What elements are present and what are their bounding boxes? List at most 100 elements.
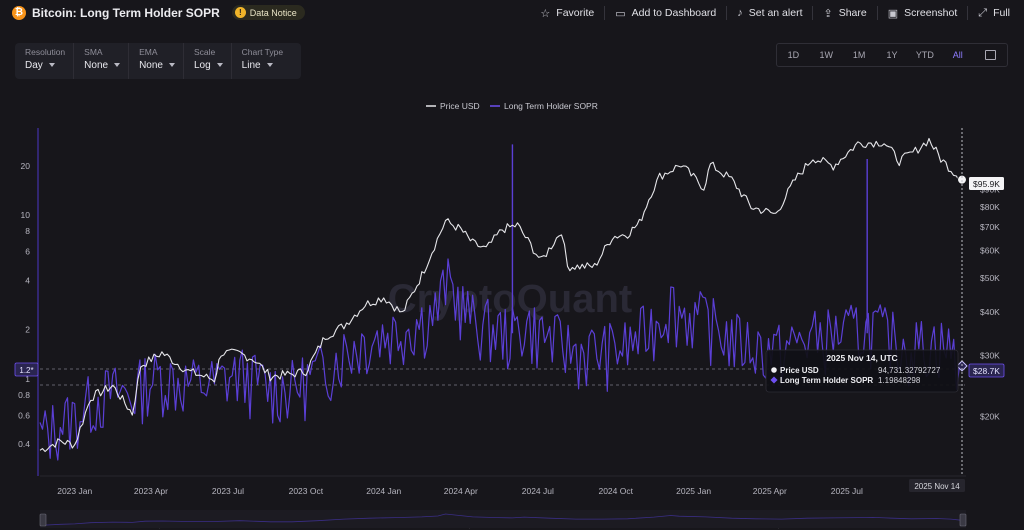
share-button[interactable]: ⇪ Share xyxy=(813,6,878,20)
range-1m[interactable]: 1M xyxy=(852,50,866,60)
x-axis-tick-label: 2025 Apr xyxy=(753,486,787,496)
legend-sopr-label[interactable]: Long Term Holder SOPR xyxy=(504,101,598,111)
range-1d[interactable]: 1D xyxy=(787,50,800,60)
x-axis-tick-label: 2023 Jul xyxy=(212,486,244,496)
tooltip-price-dot xyxy=(771,367,777,373)
chart-controls: Resolution Day SMA None EMA None Scale L… xyxy=(15,43,301,79)
camera-icon: ▣ xyxy=(887,7,899,20)
tooltip-price-label: Price USD xyxy=(780,366,819,375)
left-axis-tick-label: 2 xyxy=(25,325,30,335)
sopr-spikes xyxy=(511,144,868,334)
price-series-line xyxy=(39,137,963,453)
x-axis-tick-label: 2024 Apr xyxy=(444,486,478,496)
x-axis-tick-label: 2023 Oct xyxy=(289,486,324,496)
price-badge-bg xyxy=(969,177,1004,190)
sma-select[interactable]: SMA None xyxy=(74,43,130,79)
fullscreen-icon: ⤢ xyxy=(978,6,988,19)
left-axis-tick-label: 10 xyxy=(21,210,31,220)
data-notice-label: Data Notice xyxy=(249,7,297,18)
sopr-series-line xyxy=(39,258,963,461)
crosshair-date: 2025 Nov 14 xyxy=(914,482,960,491)
chevron-down-icon xyxy=(266,63,273,68)
favorite-button[interactable]: ☆ Favorite xyxy=(530,6,606,20)
range-1w[interactable]: 1W xyxy=(819,50,834,60)
share-icon: ⇪ xyxy=(823,7,833,20)
tooltip-sopr-value: 1.19848298 xyxy=(878,376,921,385)
warning-icon: ! xyxy=(234,7,246,18)
bitcoin-icon: ₿ xyxy=(12,5,26,20)
crosshair-date-bg xyxy=(909,479,965,492)
tooltip-sopr-dot xyxy=(770,376,778,384)
right-axis-tick-label: $30K xyxy=(980,350,1000,360)
range-selector: 1D 1W 1M 1Y YTD All xyxy=(776,43,1008,67)
header-actions: ☆ Favorite ▭ Add to Dashboard ♪ Set an aler… xyxy=(530,6,1014,20)
price-badge: $95.9K xyxy=(973,179,1000,189)
x-axis-tick-label: 2023 Jan xyxy=(57,486,92,496)
x-axis-tick-label: 2025 Jul xyxy=(831,486,863,496)
range-ytd[interactable]: YTD xyxy=(915,50,934,60)
tooltip-price-value: 94,731.32792727 xyxy=(878,366,941,375)
sopr-level-badge-bg xyxy=(14,362,39,377)
navigator[interactable] xyxy=(39,510,967,528)
right-axis-tick-label: $20K xyxy=(980,412,1000,422)
x-axis-tick-label: 2025 Jan xyxy=(676,486,711,496)
chevron-down-icon xyxy=(168,63,175,68)
right-axis-tick-label: $50K xyxy=(980,273,1000,283)
chevron-down-icon xyxy=(114,63,121,68)
sopr-level-badge: 1.2* xyxy=(19,366,33,375)
tooltip: 2025 Nov 14, UTC Price USD 94,731.327927… xyxy=(765,349,959,393)
left-axis-tick-label: 0.6 xyxy=(18,410,30,420)
title-group: ₿ Bitcoin: Long Term Holder SOPR ! Data … xyxy=(12,5,305,20)
resolution-select[interactable]: Resolution Day xyxy=(15,43,75,79)
chart-area[interactable]: CryptoQuant Price USD Long Term Holder S… xyxy=(0,90,1024,530)
bell-icon: ♪ xyxy=(737,7,743,19)
dashboard-icon: ▭ xyxy=(615,7,626,20)
x-axis-tick-label: 2024 Jul xyxy=(522,486,554,496)
left-axis-tick-label: 1 xyxy=(25,374,30,384)
data-notice-badge[interactable]: ! Data Notice xyxy=(231,5,305,20)
range-1y[interactable]: 1Y xyxy=(886,50,898,60)
chevron-down-icon xyxy=(216,63,223,68)
right-axis-tick-label: $80K xyxy=(980,202,1000,212)
tooltip-date: 2025 Nov 14, UTC xyxy=(826,353,897,363)
page-title: Bitcoin: Long Term Holder SOPR xyxy=(32,5,220,20)
left-axis-tick-label: 4 xyxy=(25,275,30,285)
legend-price-label[interactable]: Price USD xyxy=(440,101,480,111)
navigator-sopr-line xyxy=(39,513,963,526)
scale-select[interactable]: Scale Log xyxy=(184,43,232,79)
right-axis-tick-label: $60K xyxy=(980,246,1000,256)
left-axis-tick-label: 0.8 xyxy=(18,390,30,400)
left-axis-tick-label: 8 xyxy=(25,226,30,236)
full-button[interactable]: ⤢ Full xyxy=(978,6,1010,20)
left-axis-tick-label: 6 xyxy=(25,246,30,256)
chart-watermark: CryptoQuant xyxy=(388,277,632,321)
chevron-down-icon xyxy=(48,63,55,68)
left-axis-tick-label: 0.4 xyxy=(18,439,30,449)
x-axis-tick-label: 2023 Apr xyxy=(134,486,168,496)
sopr-badge-bg xyxy=(968,363,1005,378)
calendar-button[interactable] xyxy=(974,50,1007,60)
calendar-icon xyxy=(985,50,997,60)
right-axis-tick-label: $40K xyxy=(980,307,1000,317)
legend: Price USD Long Term Holder SOPR xyxy=(426,101,598,111)
tooltip-box xyxy=(765,349,959,393)
chart-type-select[interactable]: Chart Type Line xyxy=(241,47,284,71)
star-icon: ☆ xyxy=(540,7,551,20)
left-axis: 20 10 8 6 4 2 1 0.8 0.6 0.4 xyxy=(18,161,30,449)
x-axis-tick-label: 2024 Oct xyxy=(598,486,633,496)
right-axis: $90K$80K$70K$60K$50K$40K$30K$20K xyxy=(980,184,1000,421)
tooltip-sopr-label: Long Term Holder SOPR xyxy=(780,376,873,385)
sopr-badge: $28.7K xyxy=(973,366,1000,376)
add-to-dashboard-button[interactable]: ▭ Add to Dashboard xyxy=(605,6,728,20)
screenshot-button[interactable]: ▣ Screenshot xyxy=(878,6,969,20)
range-all[interactable]: All xyxy=(952,50,963,60)
navigator-right-handle[interactable] xyxy=(959,513,967,527)
top-bar: ₿ Bitcoin: Long Term Holder SOPR ! Data … xyxy=(0,0,1024,28)
ema-select[interactable]: EMA None xyxy=(129,43,184,79)
x-axis-tick-label: 2024 Jan xyxy=(366,486,401,496)
navigator-left-handle[interactable] xyxy=(39,513,47,527)
navigator-track xyxy=(40,510,966,528)
set-alert-button[interactable]: ♪ Set an alert xyxy=(727,6,814,20)
right-axis-tick-label: $70K xyxy=(980,222,1000,232)
left-axis-tick-label: 20 xyxy=(21,161,31,171)
